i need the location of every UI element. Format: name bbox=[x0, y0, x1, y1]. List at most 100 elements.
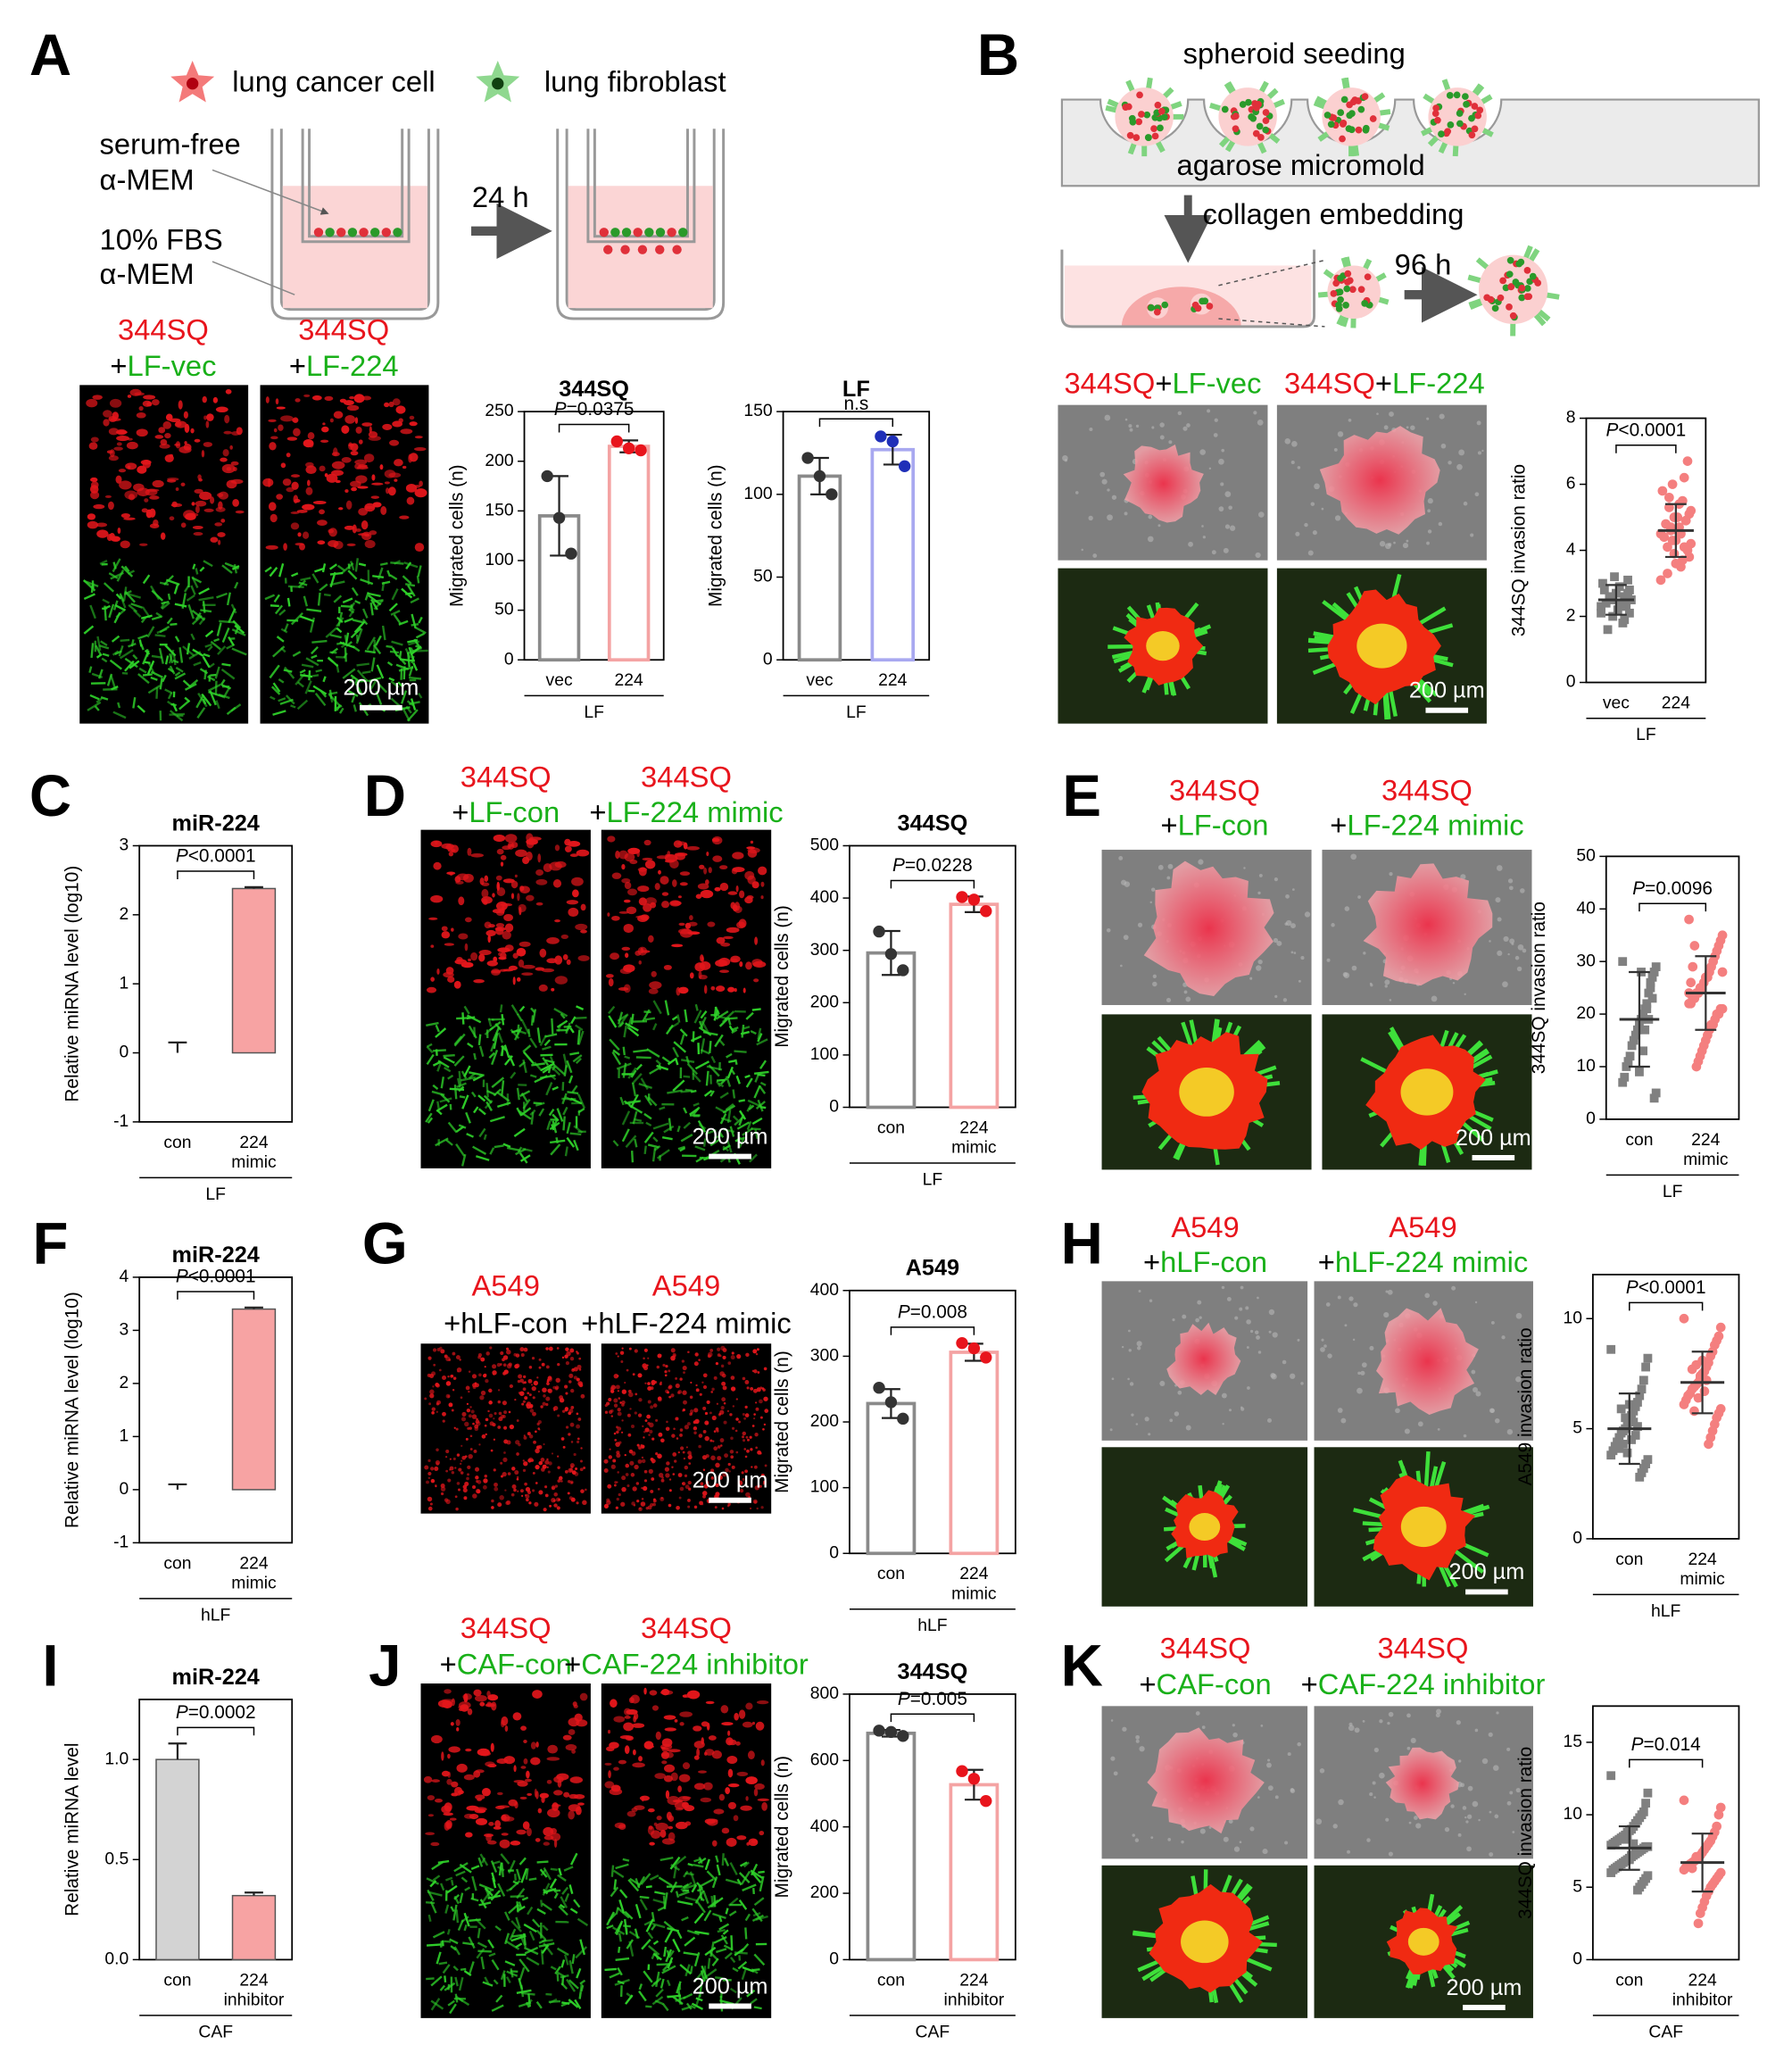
cell-signal bbox=[346, 543, 356, 546]
cell-signal bbox=[217, 645, 227, 655]
cell-signal bbox=[706, 1400, 710, 1404]
cell-signal bbox=[336, 616, 344, 624]
data-point bbox=[956, 1765, 968, 1777]
cell-signal bbox=[656, 1064, 669, 1071]
data-point bbox=[875, 430, 887, 443]
x-tick-label: 224 bbox=[959, 1971, 988, 1990]
cell-signal bbox=[475, 1475, 479, 1480]
speck bbox=[1268, 1309, 1275, 1316]
cell-signal bbox=[469, 1406, 472, 1409]
cell-signal bbox=[647, 1400, 651, 1404]
cell-signal bbox=[717, 1928, 726, 1933]
cell-signal bbox=[638, 1373, 642, 1376]
cell-signal bbox=[628, 1449, 634, 1454]
significance-bracket bbox=[177, 1726, 255, 1736]
cell-icon bbox=[1438, 130, 1445, 137]
cell-signal bbox=[668, 1395, 672, 1399]
data-point bbox=[884, 1725, 898, 1739]
cell-signal bbox=[203, 508, 214, 512]
cell-signal bbox=[144, 498, 149, 503]
cell-signal bbox=[651, 1977, 662, 1988]
cell-signal bbox=[702, 1406, 707, 1410]
cell-nucleus bbox=[492, 78, 504, 90]
cell-signal bbox=[667, 851, 671, 857]
speck bbox=[1431, 995, 1438, 1002]
cell-signal bbox=[193, 661, 202, 667]
cell-icon bbox=[1201, 297, 1209, 305]
cell-icon bbox=[637, 245, 648, 254]
chart-title: miR-224 bbox=[172, 1665, 260, 1690]
y-tick-label: 1 bbox=[120, 974, 129, 993]
speck bbox=[1221, 1285, 1225, 1290]
cell-signal bbox=[117, 527, 121, 535]
cell-signal bbox=[504, 1725, 509, 1733]
cell-signal bbox=[390, 680, 400, 688]
cell-signal bbox=[202, 698, 207, 705]
cell-signal bbox=[395, 663, 410, 671]
cell-signal bbox=[183, 411, 188, 420]
y-tick-label: 0.5 bbox=[104, 1849, 129, 1868]
cell-signal bbox=[537, 853, 542, 863]
cell-signal bbox=[672, 1799, 684, 1803]
data-point bbox=[897, 1730, 909, 1742]
cell-signal bbox=[526, 838, 538, 845]
cell-signal bbox=[676, 1981, 682, 1994]
bar bbox=[949, 1783, 1000, 1962]
data-point bbox=[1637, 1468, 1647, 1477]
data-point bbox=[1651, 962, 1661, 971]
cell-signal bbox=[509, 1928, 517, 1941]
cell-signal bbox=[739, 890, 745, 899]
cell-signal bbox=[724, 1453, 729, 1459]
y-tick-label: 100 bbox=[743, 485, 772, 503]
cell-signal bbox=[759, 1060, 767, 1069]
cell-signal bbox=[178, 647, 184, 663]
panel-letter: J bbox=[369, 1633, 401, 1698]
cell-signal bbox=[727, 1783, 740, 1788]
label-part: CAF-224 inhibitor bbox=[1318, 1667, 1546, 1700]
cell-signal bbox=[702, 1138, 707, 1147]
speck bbox=[1182, 1314, 1187, 1319]
cell-signal bbox=[433, 861, 442, 870]
cell-signal bbox=[489, 1116, 505, 1123]
cell-signal bbox=[458, 1085, 465, 1093]
cell-signal bbox=[741, 1024, 745, 1038]
cell-signal bbox=[184, 441, 187, 445]
cell-signal bbox=[90, 477, 98, 482]
cell-signal bbox=[757, 1027, 762, 1040]
cell-signal bbox=[577, 1093, 586, 1110]
insert bbox=[301, 129, 411, 244]
cell-signal bbox=[427, 1459, 431, 1462]
cell-signal bbox=[560, 1896, 568, 1909]
cell-signal bbox=[731, 1026, 739, 1031]
cell-signal bbox=[726, 1409, 730, 1413]
cell-signal bbox=[722, 1385, 727, 1391]
speck bbox=[1406, 539, 1409, 543]
label-part: P bbox=[1626, 1277, 1639, 1298]
cell-signal bbox=[522, 1387, 527, 1392]
cell-signal bbox=[329, 634, 342, 639]
cell-signal bbox=[336, 642, 345, 645]
y-tick-label: 0 bbox=[1572, 1950, 1582, 1969]
cell-signal bbox=[336, 617, 344, 628]
cell-signal bbox=[351, 695, 356, 703]
speck bbox=[1197, 1300, 1202, 1305]
data-point bbox=[1684, 998, 1694, 1009]
cell-signal bbox=[469, 1426, 472, 1430]
cell-signal bbox=[456, 1482, 460, 1485]
cell-signal bbox=[693, 1755, 700, 1760]
cell-signal bbox=[676, 1505, 680, 1510]
cell-signal bbox=[550, 1139, 566, 1144]
label-part: <0.0001 bbox=[1618, 420, 1686, 440]
cell-signal bbox=[727, 1361, 732, 1365]
cell-signal bbox=[686, 1063, 699, 1076]
cell-signal bbox=[721, 1507, 725, 1510]
data-point bbox=[1637, 1384, 1647, 1394]
cell-signal bbox=[272, 710, 286, 716]
spheroid-core bbox=[1146, 630, 1180, 661]
cell-signal bbox=[721, 1373, 726, 1378]
data-point bbox=[1629, 1035, 1639, 1045]
cell-icon bbox=[1145, 134, 1152, 142]
cell-signal bbox=[720, 1406, 725, 1410]
cell-signal bbox=[534, 1501, 539, 1507]
